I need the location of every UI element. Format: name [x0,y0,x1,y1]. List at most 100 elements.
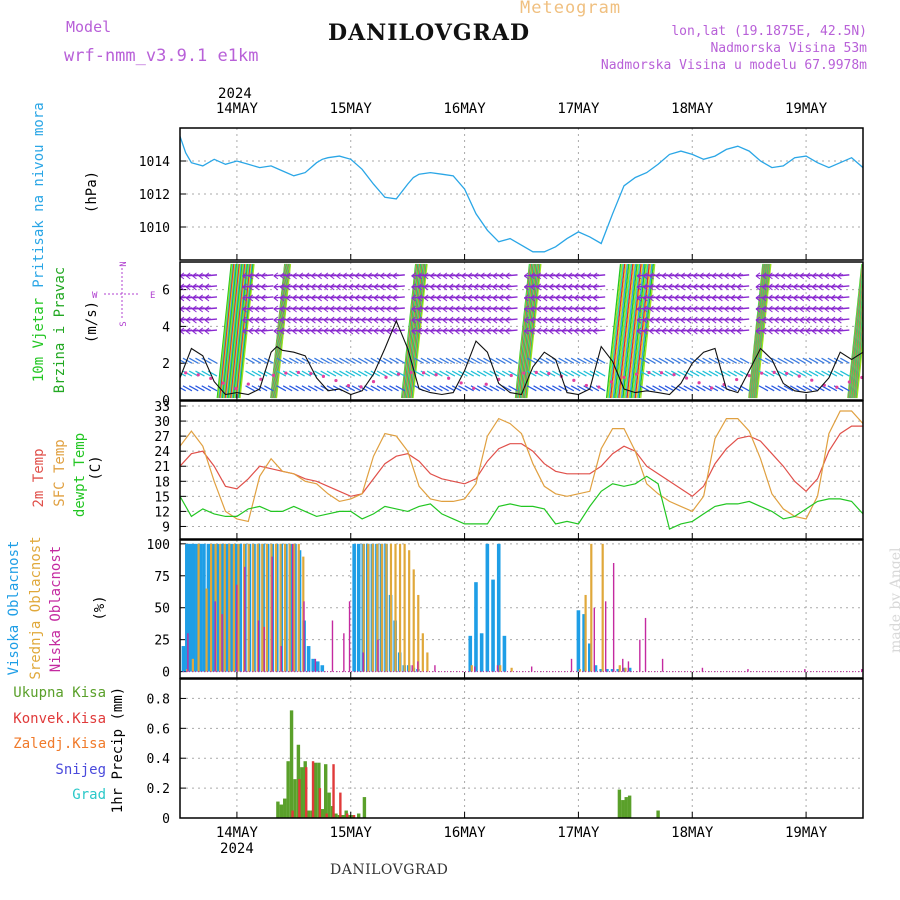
wind-arrow [837,329,850,332]
wind-arrow-head [204,316,210,324]
wind-arrow-head [686,294,692,302]
wind-arrow-head [417,327,423,335]
wind-arrow [837,296,850,299]
wind-arrow-head [711,283,717,291]
model-altitude: Nadmorska Visina u modelu 67.9978m [600,58,867,73]
wind-arrow-head [430,316,435,324]
wind-arrow-head [323,305,329,313]
wind-arrow [276,370,287,377]
wind-axis-label-2: Brzina i Pravac [52,267,68,393]
wind-arrow [777,370,788,377]
wind-arrow [639,357,650,364]
high-cloud-bar [616,669,621,672]
total-precip-bar [279,804,284,818]
total-precip-bar [357,813,361,818]
mid-cloud-bar [412,569,415,672]
wind-arrow-head [492,283,498,291]
wind-arrow-head [492,316,498,324]
mid-cloud-label: Srednja Oblacnost [28,536,44,679]
wind-arrow [204,318,218,321]
wind-arrow [220,263,236,399]
wind-arrow-head [486,305,492,313]
precip-bars [180,710,863,818]
wind-arrow [489,385,500,392]
wind-arrow-head [805,272,811,280]
wind-arrow-head [505,305,510,313]
wind-arrow-head [204,294,210,302]
wind-arrow [229,263,245,399]
altitude: Nadmorska Visina 53m [710,41,867,56]
wind-arrow-head [686,305,692,313]
wind-arrow-head [273,283,279,291]
wind-arrow [289,357,299,364]
wind-arrow [245,370,255,377]
wind-arrow-head [442,272,448,280]
wind-arrow-head [354,294,360,302]
y-tick-label: 0 [162,666,170,681]
wind-arrow-head [574,305,579,313]
wind-arrow [261,274,274,277]
wind-arrow-head [480,305,485,313]
wind-arrow [696,357,706,364]
high-cloud-label: Visoka Oblacnost [6,541,22,676]
wind-arrow-head [436,272,441,280]
wind-arrow-head [498,305,504,313]
panel-4-grid [180,679,863,819]
wind-arrow-head [661,316,667,324]
wind-arrow-head [467,305,473,313]
wind-arrow [837,307,850,310]
wind-arrow [802,357,813,364]
wind-arrow-head [592,294,598,302]
wind-arrow-head [592,316,598,324]
wind-arrow-head [699,316,704,324]
wind-arrow-head [317,316,322,324]
mid-cloud-bar [376,543,379,672]
mid-cloud-bar [578,669,582,672]
mid-cloud-bar [371,543,374,672]
wind-arrow [501,385,512,392]
wind-arrow-head [805,327,811,335]
top-day-label: 19MAY [785,101,828,117]
wind-arrow-head [523,316,529,324]
wind-arrow [433,357,443,364]
wind-arrow-head [436,283,441,291]
wind-arrow-head [724,294,729,302]
wind-arrow [314,357,324,364]
wind-arrow-head [818,272,823,280]
wind-arrow-head [768,327,773,335]
wind-arrow [370,385,381,392]
wind-arrow-head [292,305,297,313]
wind-arrow-head [636,272,642,280]
wind-arrow-head [837,272,842,280]
wind-arrow [301,370,312,377]
wind-arrow [737,296,750,299]
wind-arrow-head [261,272,266,280]
wind-arrow [618,263,634,399]
wind-arrow-head [198,316,204,324]
wind-arrow-head [486,283,492,291]
wind-arrow [610,263,626,399]
wind-arrow [783,357,794,364]
dewpoint-line [180,475,863,530]
wind-arrow [370,370,381,377]
wind-arrow-head [786,327,792,335]
y-tick-label: 75 [154,570,170,585]
wind-arrow [392,285,405,288]
wind-arrow-head [505,294,510,302]
wind-arrow-head [286,294,291,302]
wind-arrow-head [448,305,454,313]
wind-arrow-head [304,316,310,324]
wind-arrow [389,357,399,364]
product-title: Meteogram [520,0,622,18]
wind-arrow-head [455,316,460,324]
wind-arrow [564,370,575,377]
wind-arrow-head [830,327,836,335]
high-cloud-bar [474,582,478,672]
panel-0-grid [180,128,863,260]
wind-arrow-head [498,294,504,302]
wind-arrow [257,370,268,377]
wind-arrow-head [298,283,304,291]
wind-marker [584,383,588,388]
wind-arrow-head [655,316,661,324]
convective-precip-legend: Konvek.Kisa [13,711,106,727]
